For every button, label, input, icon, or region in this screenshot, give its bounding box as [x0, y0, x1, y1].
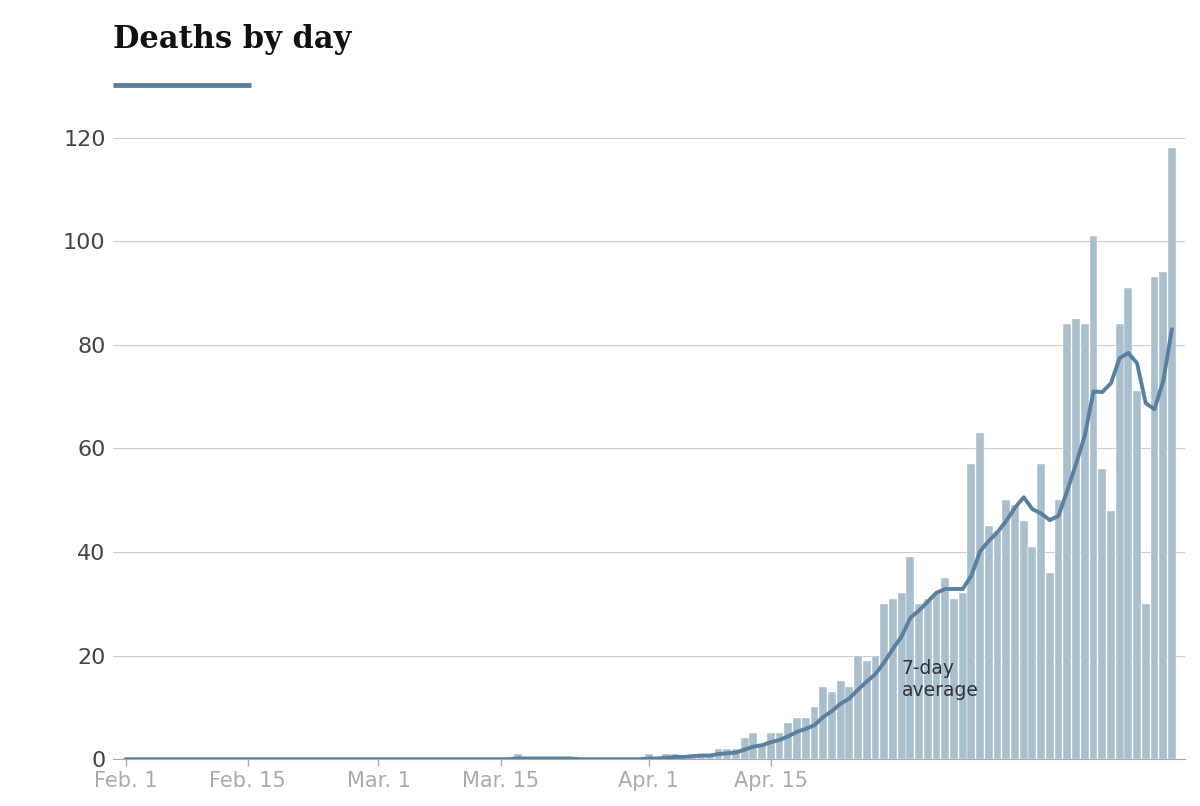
Bar	[732, 749, 740, 759]
Bar	[932, 593, 941, 759]
Bar	[514, 754, 522, 759]
Bar	[1151, 277, 1158, 759]
Bar	[697, 754, 706, 759]
Bar	[1072, 319, 1080, 759]
Bar	[758, 744, 766, 759]
Text: 7-day
average: 7-day average	[901, 659, 978, 700]
Bar	[775, 733, 784, 759]
Bar	[689, 754, 696, 759]
Bar	[767, 733, 775, 759]
Bar	[906, 557, 914, 759]
Bar	[644, 754, 653, 759]
Bar	[1081, 324, 1088, 759]
Bar	[1012, 505, 1019, 759]
Bar	[810, 708, 818, 759]
Bar	[785, 723, 792, 759]
Bar	[1124, 288, 1133, 759]
Bar	[836, 682, 845, 759]
Bar	[662, 754, 670, 759]
Bar	[994, 531, 1002, 759]
Bar	[941, 578, 949, 759]
Bar	[1055, 501, 1062, 759]
Bar	[1063, 324, 1072, 759]
Bar	[1106, 510, 1115, 759]
Bar	[1028, 546, 1037, 759]
Bar	[706, 754, 714, 759]
Bar	[881, 604, 888, 759]
Bar	[671, 754, 679, 759]
Bar	[1046, 573, 1054, 759]
Bar	[793, 718, 800, 759]
Bar	[750, 733, 757, 759]
Bar	[916, 604, 923, 759]
Bar	[1098, 469, 1106, 759]
Bar	[740, 738, 749, 759]
Bar	[1159, 272, 1168, 759]
Bar	[924, 599, 931, 759]
Bar	[1037, 464, 1045, 759]
Bar	[959, 593, 966, 759]
Bar	[871, 655, 880, 759]
Bar	[1142, 604, 1150, 759]
Text: Deaths by day: Deaths by day	[113, 24, 350, 55]
Bar	[802, 718, 810, 759]
Bar	[1020, 521, 1027, 759]
Bar	[724, 749, 731, 759]
Bar	[845, 687, 853, 759]
Bar	[863, 661, 871, 759]
Bar	[1002, 501, 1010, 759]
Bar	[820, 687, 827, 759]
Bar	[715, 749, 722, 759]
Bar	[985, 526, 992, 759]
Bar	[1133, 392, 1141, 759]
Bar	[854, 655, 862, 759]
Bar	[1168, 148, 1176, 759]
Bar	[1116, 324, 1123, 759]
Bar	[1090, 236, 1097, 759]
Bar	[976, 433, 984, 759]
Bar	[828, 692, 836, 759]
Bar	[889, 599, 896, 759]
Bar	[967, 464, 976, 759]
Bar	[898, 593, 906, 759]
Bar	[950, 599, 958, 759]
